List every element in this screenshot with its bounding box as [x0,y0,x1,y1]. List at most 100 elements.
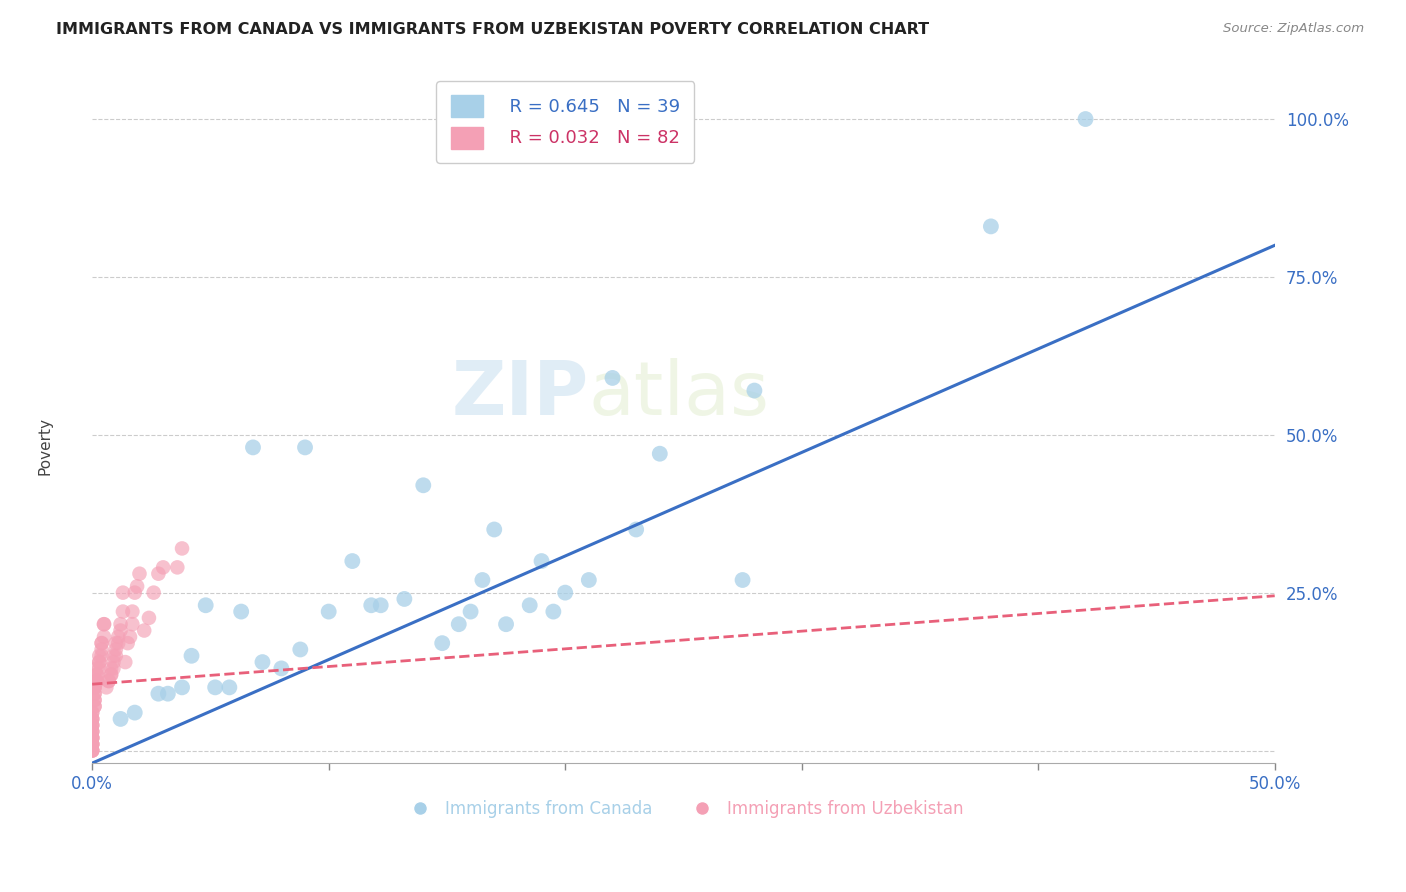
Point [82,718,104,732]
Point [110,712,132,726]
Point [602,371,624,385]
Point [82,731,104,745]
Point [1074,112,1097,126]
Point [124,585,146,599]
Point [432,636,454,650]
Point [134,624,156,638]
Point [290,642,312,657]
Point [83,699,105,714]
Point [104,636,127,650]
Point [731,573,754,587]
Point [97,673,120,688]
Point [82,743,104,757]
Text: atlas: atlas [589,359,770,432]
Point [218,681,240,695]
Point [495,617,517,632]
Point [82,731,104,745]
Point [86,667,108,681]
Point [370,599,392,613]
Point [166,560,188,574]
Point [471,573,494,587]
Point [342,554,364,568]
Point [82,724,104,739]
Point [82,737,104,751]
Point [104,648,127,663]
Point [86,667,108,681]
Point [93,617,115,632]
Point [194,599,217,613]
Point [89,661,111,675]
Point [82,724,104,739]
Point [148,687,170,701]
Point [118,630,141,644]
Point [90,648,112,663]
Point [111,605,134,619]
Point [252,655,274,669]
Text: ZIP: ZIP [451,359,589,432]
Point [204,681,226,695]
Point [624,523,647,537]
Point [100,667,122,681]
Point [83,673,105,688]
Point [107,636,129,650]
Point [543,605,565,619]
Point [83,681,105,695]
Point [103,648,125,663]
Point [484,523,506,537]
Point [107,630,129,644]
Point [744,384,766,398]
Point [980,219,1002,234]
Point [82,743,104,757]
Point [231,605,253,619]
Point [124,706,146,720]
Point [93,617,115,632]
Point [127,579,149,593]
Point [82,718,104,732]
Point [82,743,104,757]
Point [86,673,108,688]
Point [142,585,165,599]
Point [93,630,115,644]
Point [170,681,193,695]
Text: Source: ZipAtlas.com: Source: ZipAtlas.com [1223,22,1364,36]
Point [82,718,104,732]
Point [242,441,264,455]
Point [103,661,125,675]
Point [82,737,104,751]
Point [83,687,105,701]
Point [82,712,104,726]
Legend: Immigrants from Canada, Immigrants from Uzbekistan: Immigrants from Canada, Immigrants from … [396,793,970,824]
Point [294,441,316,455]
Point [97,673,120,688]
Point [138,611,160,625]
Point [412,478,434,492]
Point [270,661,292,675]
Point [519,599,541,613]
Point [648,447,671,461]
Point [530,554,553,568]
Point [114,655,136,669]
Point [82,731,104,745]
Point [156,687,179,701]
Point [554,585,576,599]
Point [90,642,112,657]
Point [148,566,170,581]
Point [128,566,150,581]
Point [96,681,118,695]
Point [82,724,104,739]
Text: IMMIGRANTS FROM CANADA VS IMMIGRANTS FROM UZBEKISTAN POVERTY CORRELATION CHART: IMMIGRANTS FROM CANADA VS IMMIGRANTS FRO… [56,22,929,37]
Point [90,636,112,650]
Point [180,648,202,663]
Point [110,617,132,632]
Point [110,624,132,638]
Point [89,655,111,669]
Point [104,642,127,657]
Point [447,617,470,632]
Point [83,687,105,701]
Point [121,605,143,619]
Point [152,560,174,574]
Point [90,636,112,650]
Point [89,648,111,663]
Point [360,599,382,613]
Point [82,737,104,751]
